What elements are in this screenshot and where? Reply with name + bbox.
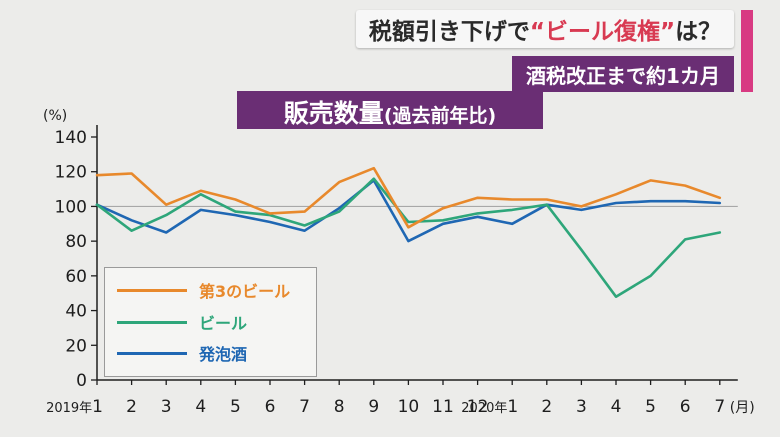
- x-tick-label: 7: [714, 397, 725, 417]
- legend-item-happoshu: 発泡酒: [117, 341, 247, 365]
- y-tick-label: 20: [65, 336, 87, 356]
- series-line-2: [95, 179, 722, 243]
- series-line-0: [95, 166, 722, 229]
- x-tick-label: 10: [398, 397, 420, 417]
- headline-caption: 税額引き下げで “ビール復権” は？: [356, 10, 734, 48]
- series-line-1: [95, 177, 722, 299]
- y-tick-label: 140: [55, 128, 87, 148]
- y-tick-label: 80: [65, 232, 87, 252]
- y-tick-label: 100: [55, 197, 87, 217]
- y-tick-label: 120: [55, 163, 87, 183]
- x-unit-label: (月): [730, 400, 755, 416]
- x-tick-label: 2019年1: [46, 397, 103, 417]
- chart-title-main: 販売数量: [283, 99, 384, 128]
- subheadline-caption: 酒税改正まで約1カ月: [512, 56, 734, 92]
- x-tick-label: 2: [126, 397, 137, 417]
- y-tick-label: 0: [76, 371, 87, 391]
- x-tick-label: 2020年1: [461, 397, 518, 417]
- headline-text-2: は？: [675, 19, 722, 45]
- x-tick-label: 2: [541, 397, 552, 417]
- x-tick-label: 6: [265, 397, 276, 417]
- legend-label-beer: ビール: [199, 314, 248, 333]
- x-tick-label: 11: [432, 397, 454, 417]
- chart-title-sub: (過去前年比): [383, 105, 497, 127]
- x-tick-label: 4: [611, 397, 622, 417]
- headline-text-1: 税額引き下げで: [368, 19, 530, 45]
- legend-label-happoshu: 発泡酒: [199, 345, 248, 364]
- legend-label-third-beer: 第3のビール: [199, 282, 291, 301]
- x-tick-label: 9: [368, 397, 379, 417]
- legend-item-third-beer: 第3のビール: [117, 278, 290, 302]
- x-tick-label: 8: [334, 397, 345, 417]
- chart-legend: 第3のビール ビール 発泡酒: [104, 267, 317, 377]
- caption-accent-bar: [741, 10, 753, 92]
- x-tick-label: 6: [680, 397, 691, 417]
- x-tick-label: 4: [195, 397, 206, 417]
- chart-title: 販売数量 (過去前年比): [237, 91, 543, 129]
- y-tick-label: 40: [65, 302, 87, 322]
- legend-swatch-third-beer: [117, 288, 187, 292]
- y-unit-label: (%): [43, 108, 67, 124]
- legend-swatch-beer: [117, 320, 187, 324]
- legend-item-beer: ビール: [117, 310, 247, 334]
- y-tick-label: 60: [65, 267, 87, 287]
- legend-swatch-happoshu: [117, 351, 187, 355]
- x-tick-label: 7: [299, 397, 310, 417]
- x-tick-label: 5: [645, 397, 656, 417]
- x-tick-label: 3: [576, 397, 587, 417]
- x-tick-label: 12: [467, 397, 489, 417]
- headline-highlight: “ビール復権”: [529, 19, 676, 45]
- x-tick-label: 5: [230, 397, 241, 417]
- x-tick-label: 3: [161, 397, 172, 417]
